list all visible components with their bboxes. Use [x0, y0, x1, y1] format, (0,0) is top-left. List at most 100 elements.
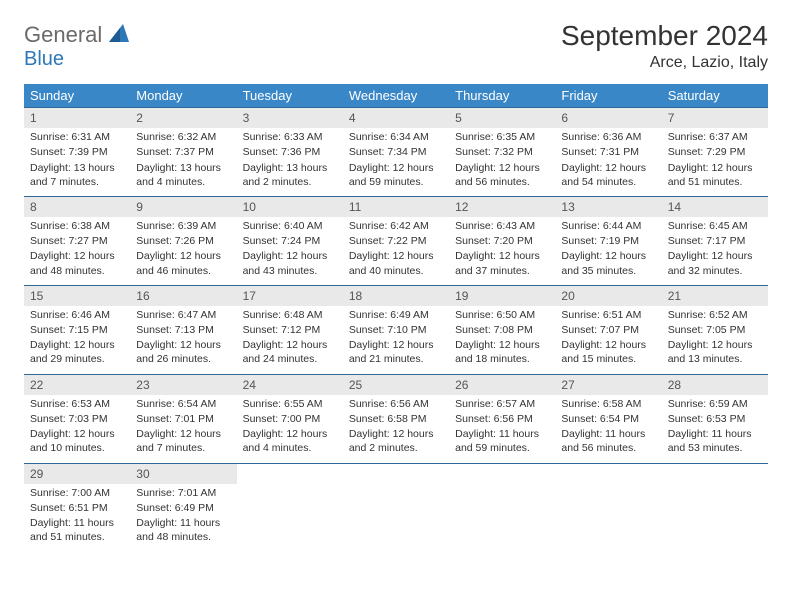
calendar-cell: 12Sunrise: 6:43 AMSunset: 7:20 PMDayligh… — [449, 196, 555, 285]
logo-text: General Blue — [24, 20, 129, 71]
daylight-text: Daylight: 11 hours and 59 minutes. — [455, 427, 549, 455]
calendar-cell: 13Sunrise: 6:44 AMSunset: 7:19 PMDayligh… — [555, 196, 661, 285]
sunset-text: Sunset: 7:10 PM — [349, 323, 443, 337]
daylight-text: Daylight: 12 hours and 10 minutes. — [30, 427, 124, 455]
day-number: 16 — [130, 286, 236, 306]
daylight-text: Daylight: 11 hours and 48 minutes. — [136, 516, 230, 544]
calendar-cell: 4Sunrise: 6:34 AMSunset: 7:34 PMDaylight… — [343, 108, 449, 197]
day-header: Thursday — [449, 84, 555, 108]
day-number: 19 — [449, 286, 555, 306]
sunset-text: Sunset: 6:51 PM — [30, 501, 124, 515]
sunset-text: Sunset: 6:53 PM — [668, 412, 762, 426]
day-number: 12 — [449, 197, 555, 217]
day-header: Sunday — [24, 84, 130, 108]
calendar-cell: 16Sunrise: 6:47 AMSunset: 7:13 PMDayligh… — [130, 285, 236, 374]
sunrise-text: Sunrise: 6:34 AM — [349, 130, 443, 144]
sunset-text: Sunset: 7:12 PM — [243, 323, 337, 337]
day-number: 20 — [555, 286, 661, 306]
sunset-text: Sunset: 7:05 PM — [668, 323, 762, 337]
day-number: 3 — [237, 108, 343, 128]
daylight-text: Daylight: 12 hours and 51 minutes. — [668, 161, 762, 189]
day-number: 5 — [449, 108, 555, 128]
calendar-cell: 11Sunrise: 6:42 AMSunset: 7:22 PMDayligh… — [343, 196, 449, 285]
day-number: 26 — [449, 375, 555, 395]
sunrise-text: Sunrise: 6:50 AM — [455, 308, 549, 322]
day-number: 7 — [662, 108, 768, 128]
sunrise-text: Sunrise: 6:55 AM — [243, 397, 337, 411]
day-number: 23 — [130, 375, 236, 395]
calendar-cell: 30Sunrise: 7:01 AMSunset: 6:49 PMDayligh… — [130, 463, 236, 551]
calendar-cell: 14Sunrise: 6:45 AMSunset: 7:17 PMDayligh… — [662, 196, 768, 285]
daylight-text: Daylight: 12 hours and 54 minutes. — [561, 161, 655, 189]
calendar-cell: 27Sunrise: 6:58 AMSunset: 6:54 PMDayligh… — [555, 374, 661, 463]
sunrise-text: Sunrise: 6:38 AM — [30, 219, 124, 233]
calendar-cell: 22Sunrise: 6:53 AMSunset: 7:03 PMDayligh… — [24, 374, 130, 463]
sunrise-text: Sunrise: 6:33 AM — [243, 130, 337, 144]
daylight-text: Daylight: 11 hours and 53 minutes. — [668, 427, 762, 455]
sunset-text: Sunset: 7:34 PM — [349, 145, 443, 159]
day-header: Tuesday — [237, 84, 343, 108]
sunset-text: Sunset: 7:03 PM — [30, 412, 124, 426]
sunrise-text: Sunrise: 6:36 AM — [561, 130, 655, 144]
daylight-text: Daylight: 12 hours and 35 minutes. — [561, 249, 655, 277]
month-title: September 2024 — [561, 20, 768, 52]
daylight-text: Daylight: 12 hours and 46 minutes. — [136, 249, 230, 277]
day-number: 8 — [24, 197, 130, 217]
daylight-text: Daylight: 12 hours and 18 minutes. — [455, 338, 549, 366]
day-number: 27 — [555, 375, 661, 395]
sunset-text: Sunset: 7:01 PM — [136, 412, 230, 426]
daylight-text: Daylight: 12 hours and 29 minutes. — [30, 338, 124, 366]
day-number: 14 — [662, 197, 768, 217]
daylight-text: Daylight: 12 hours and 24 minutes. — [243, 338, 337, 366]
day-number: 1 — [24, 108, 130, 128]
day-number: 18 — [343, 286, 449, 306]
calendar-week: 8 Sunrise: 6:38 AMSunset: 7:27 PM Daylight… — [24, 196, 768, 285]
sunset-text: Sunset: 6:49 PM — [136, 501, 230, 515]
sunrise-text: Sunrise: 6:49 AM — [349, 308, 443, 322]
brand-logo: General Blue — [24, 20, 129, 71]
daylight-text: Daylight: 12 hours and 21 minutes. — [349, 338, 443, 366]
daylight-text: Daylight: 12 hours and 4 minutes. — [243, 427, 337, 455]
calendar-cell: . — [662, 463, 768, 551]
sunset-text: Sunset: 7:26 PM — [136, 234, 230, 248]
calendar-cell: . — [555, 463, 661, 551]
logo-word-general: General — [24, 22, 102, 47]
daylight-text: Daylight: 12 hours and 26 minutes. — [136, 338, 230, 366]
daylight-text: Daylight: 12 hours and 59 minutes. — [349, 161, 443, 189]
logo-word-blue: Blue — [24, 48, 129, 71]
sunrise-text: Sunrise: 6:46 AM — [30, 308, 124, 322]
sunset-text: Sunset: 7:07 PM — [561, 323, 655, 337]
daylight-text: Daylight: 12 hours and 56 minutes. — [455, 161, 549, 189]
sunrise-text: Sunrise: 6:47 AM — [136, 308, 230, 322]
sunrise-text: Sunrise: 6:57 AM — [455, 397, 549, 411]
calendar-cell: 21Sunrise: 6:52 AMSunset: 7:05 PMDayligh… — [662, 285, 768, 374]
day-number: 6 — [555, 108, 661, 128]
sunset-text: Sunset: 7:15 PM — [30, 323, 124, 337]
sunrise-text: Sunrise: 6:59 AM — [668, 397, 762, 411]
daylight-text: Daylight: 12 hours and 15 minutes. — [561, 338, 655, 366]
sunset-text: Sunset: 7:32 PM — [455, 145, 549, 159]
calendar-week: 29Sunrise: 7:00 AMSunset: 6:51 PMDayligh… — [24, 463, 768, 551]
calendar-cell: 15Sunrise: 6:46 AMSunset: 7:15 PMDayligh… — [24, 285, 130, 374]
sunrise-text: Sunrise: 6:31 AM — [30, 130, 124, 144]
calendar-cell: . — [449, 463, 555, 551]
daylight-text: Daylight: 12 hours and 37 minutes. — [455, 249, 549, 277]
sunrise-text: Sunrise: 6:53 AM — [30, 397, 124, 411]
calendar-table: SundayMondayTuesdayWednesdayThursdayFrid… — [24, 84, 768, 551]
calendar-cell: 23Sunrise: 6:54 AMSunset: 7:01 PMDayligh… — [130, 374, 236, 463]
sunrise-text: Sunrise: 6:43 AM — [455, 219, 549, 233]
day-number: 29 — [24, 464, 130, 484]
day-number: 21 — [662, 286, 768, 306]
calendar-week: 15Sunrise: 6:46 AMSunset: 7:15 PMDayligh… — [24, 285, 768, 374]
sunset-text: Sunset: 7:27 PM — [30, 234, 124, 248]
calendar-cell: 9Sunrise: 6:39 AMSunset: 7:26 PMDaylight… — [130, 196, 236, 285]
calendar-head: SundayMondayTuesdayWednesdayThursdayFrid… — [24, 84, 768, 108]
day-header: Monday — [130, 84, 236, 108]
calendar-cell: 18 Sunrise: 6:49 AMSunset: 7:10 PMDayligh… — [343, 285, 449, 374]
daylight-text: Daylight: 11 hours and 56 minutes. — [561, 427, 655, 455]
sunrise-text: Sunrise: 6:56 AM — [349, 397, 443, 411]
day-number: 2 — [130, 108, 236, 128]
daylight-text: Daylight: 13 hours and 2 minutes. — [243, 161, 337, 189]
daylight-text: Daylight: 12 hours and 43 minutes. — [243, 249, 337, 277]
sunrise-text: Sunrise: 6:35 AM — [455, 130, 549, 144]
